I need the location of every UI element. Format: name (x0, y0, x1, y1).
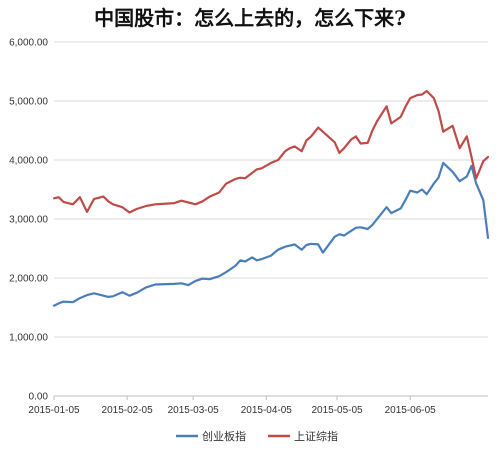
x-axis-tick-labels: 2015-01-05 2015-02-05 2015-03-05 2015-04-05… (28, 396, 436, 416)
y-tick-label: 6,000.00 (9, 38, 48, 49)
y-axis-tick-labels: 0.00 1,000.00 2,000.00 3,000.00 4,000.00 5,00… (9, 38, 48, 403)
chart-title: 中国股市：怎么上去的，怎么下来? (94, 6, 406, 30)
series-line-shanghai-composite (52, 89, 490, 214)
y-tick-label: 2,000.00 (9, 274, 48, 285)
y-tick-label: 5,000.00 (9, 97, 48, 108)
series-lines (52, 89, 490, 307)
x-tick-label: 2015-03-05 (168, 405, 220, 416)
gridlines (54, 41, 488, 397)
x-tick-label: 2015-01-05 (28, 405, 80, 416)
x-tick-label: 2015-02-05 (102, 405, 154, 416)
y-tick-label: 0.00 (29, 392, 49, 403)
legend-label: 创业板指 (202, 429, 246, 443)
x-tick-label: 2015-06-05 (385, 405, 437, 416)
y-tick-label: 1,000.00 (9, 333, 48, 344)
legend-label: 上证综指 (294, 429, 338, 443)
legend: 创业板指 上证综指 (176, 429, 338, 443)
y-tick-label: 4,000.00 (9, 156, 48, 167)
series-line-chinext (52, 161, 490, 307)
x-tick-label: 2015-05-05 (311, 405, 363, 416)
y-tick-label: 3,000.00 (9, 215, 48, 226)
x-tick-label: 2015-04-05 (241, 405, 293, 416)
